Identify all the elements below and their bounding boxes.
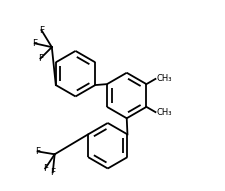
Text: F: F [35,147,40,156]
Text: F: F [38,54,43,63]
Text: CH₃: CH₃ [156,74,172,83]
Text: F: F [43,164,48,173]
Text: CH₃: CH₃ [156,108,172,117]
Text: F: F [50,168,55,177]
Text: F: F [39,26,44,35]
Text: F: F [32,39,37,48]
